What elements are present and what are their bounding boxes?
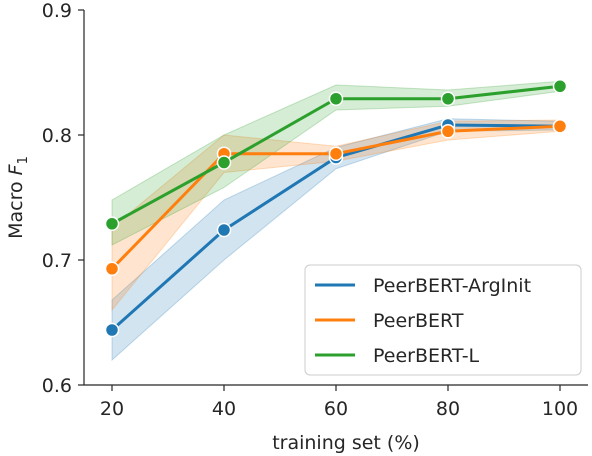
y-axis-label: Macro F1 [5, 156, 31, 239]
y-tick-label-0: 0.6 [42, 375, 72, 397]
data-point-peerbert-80 [440, 124, 456, 139]
series-points [104, 79, 568, 338]
data-point-peerbert-l-60 [328, 91, 344, 106]
x-axis-label: training set (%) [272, 432, 420, 454]
data-point-peerbert-arginit-20 [104, 322, 120, 338]
legend-label-peerbert-l: PeerBERT-L [373, 345, 480, 367]
y-tick-label-3: 0.9 [42, 0, 72, 22]
data-point-peerbert-100 [552, 119, 568, 134]
legend-box [304, 264, 582, 376]
data-point-peerbert-l-20 [104, 216, 120, 231]
data-point-peerbert-l-40 [216, 155, 232, 170]
x-tick-label-100: 100 [542, 398, 578, 420]
x-tick-label-60: 60 [324, 398, 348, 420]
data-point-peerbert-arginit-40 [216, 222, 232, 238]
data-point-peerbert-l-100 [552, 79, 568, 94]
y-tick-label-2: 0.8 [42, 125, 72, 147]
data-point-peerbert-l-80 [440, 91, 456, 106]
y-tick-label-1: 0.7 [42, 250, 72, 272]
legend-label-peerbert-arginit: PeerBERT-ArgInit [373, 275, 531, 297]
legend-label-peerbert: PeerBERT [373, 310, 464, 332]
data-point-peerbert-20 [104, 261, 120, 276]
data-point-peerbert-60 [328, 146, 344, 161]
x-tick-label-20: 20 [100, 398, 124, 420]
legend: PeerBERT-ArgInit PeerBERT PeerBERT-L [304, 264, 582, 376]
axes: 20 40 60 80 100 0.6 0.7 0.8 0.9 training set (%) M… [5, 0, 588, 454]
x-tick-label-80: 80 [436, 398, 460, 420]
x-tick-label-40: 40 [212, 398, 236, 420]
